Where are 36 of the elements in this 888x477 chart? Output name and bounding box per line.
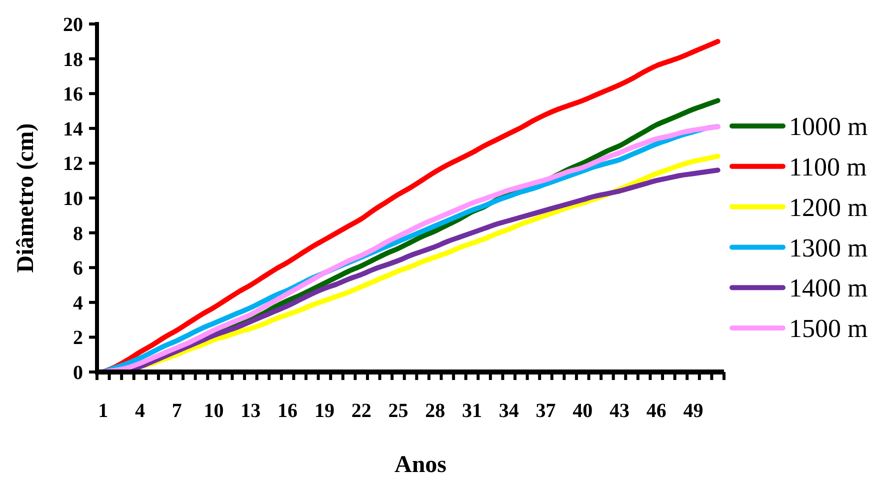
legend-label: 1400 m <box>789 274 868 303</box>
x-tick-label: 28 <box>425 400 446 422</box>
y-axis-title: Diâmetro (cm) <box>13 123 39 273</box>
x-tick-label: 25 <box>388 400 408 422</box>
y-tick-label: 18 <box>63 48 83 71</box>
x-tick-label: 43 <box>610 400 630 422</box>
x-tick-label: 13 <box>240 400 261 422</box>
x-tick-label: 1 <box>98 400 108 422</box>
x-tick-label: 4 <box>135 400 146 422</box>
x-tick-label: 7 <box>172 400 182 422</box>
y-tick-label: 10 <box>63 188 83 210</box>
x-tick-label: 22 <box>351 400 372 422</box>
x-axis-title: Anos <box>394 452 447 477</box>
y-tick-label: 14 <box>63 118 83 140</box>
y-tick-label: 6 <box>73 258 83 280</box>
x-tick-label: 37 <box>536 400 556 422</box>
y-tick-label: 8 <box>73 222 83 245</box>
legend-label: 1200 m <box>789 192 868 222</box>
y-tick-label: 20 <box>63 14 83 36</box>
legend-label: 1500 m <box>789 314 868 344</box>
x-tick-label: 40 <box>572 400 593 422</box>
legend-label: 1000 m <box>789 112 868 142</box>
x-tick-label: 19 <box>314 400 334 422</box>
x-tick-label: 31 <box>462 400 482 422</box>
x-tick-label: 16 <box>278 400 298 422</box>
y-tick-label: 2 <box>73 327 83 350</box>
y-tick-label: 16 <box>63 84 83 106</box>
y-tick-label: 4 <box>73 292 83 314</box>
legend-label: 1300 m <box>789 233 868 262</box>
legend-label: 1100 m <box>789 152 867 182</box>
x-tick-label: 46 <box>646 400 666 422</box>
x-tick-label: 34 <box>498 400 519 422</box>
y-tick-label: 12 <box>63 153 83 176</box>
y-tick-label: 0 <box>73 362 83 384</box>
x-tick-label: 49 <box>683 400 704 422</box>
x-tick-label: 10 <box>204 400 224 422</box>
